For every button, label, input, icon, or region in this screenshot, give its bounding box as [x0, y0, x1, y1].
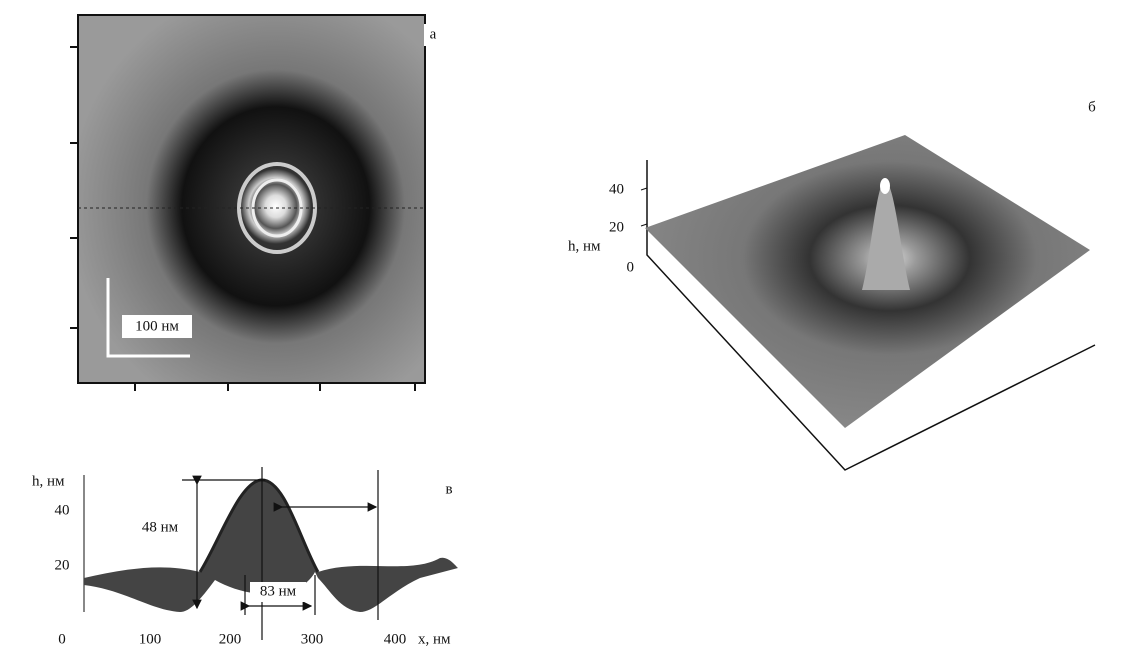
tick-label: 0	[627, 259, 635, 275]
panel-a: 100 нм а	[70, 15, 442, 391]
panel-label: б	[1088, 99, 1096, 115]
scale-label: 100 нм	[135, 318, 179, 334]
tick-label: 0	[58, 631, 66, 647]
tick-label: 100	[139, 631, 162, 647]
panel-label: а	[430, 26, 437, 42]
panel-b: h, нм 40 20 0 б	[568, 99, 1096, 470]
tick-label: 400	[384, 631, 407, 647]
axis-label: h, нм	[568, 238, 601, 254]
ticks	[641, 188, 647, 226]
axis-label: h, нм	[32, 473, 65, 489]
tick-label: 20	[55, 557, 70, 573]
tick-label: 300	[301, 631, 324, 647]
figure: 100 нм а h, нм 40 20 0 б	[0, 0, 1136, 653]
panel-v: 48 нм 83 нм h, нм 40 20 0 100 200 300 40…	[32, 467, 458, 647]
height-annotation: 48 нм	[142, 519, 179, 535]
tick-label: 40	[55, 502, 70, 518]
tick-label: 200	[219, 631, 242, 647]
tick-label: 20	[609, 219, 624, 235]
tick-label: 40	[609, 181, 624, 197]
width-annotation: 83 нм	[260, 583, 297, 599]
panel-label: в	[445, 481, 452, 497]
axis-label: x, нм	[418, 631, 451, 647]
